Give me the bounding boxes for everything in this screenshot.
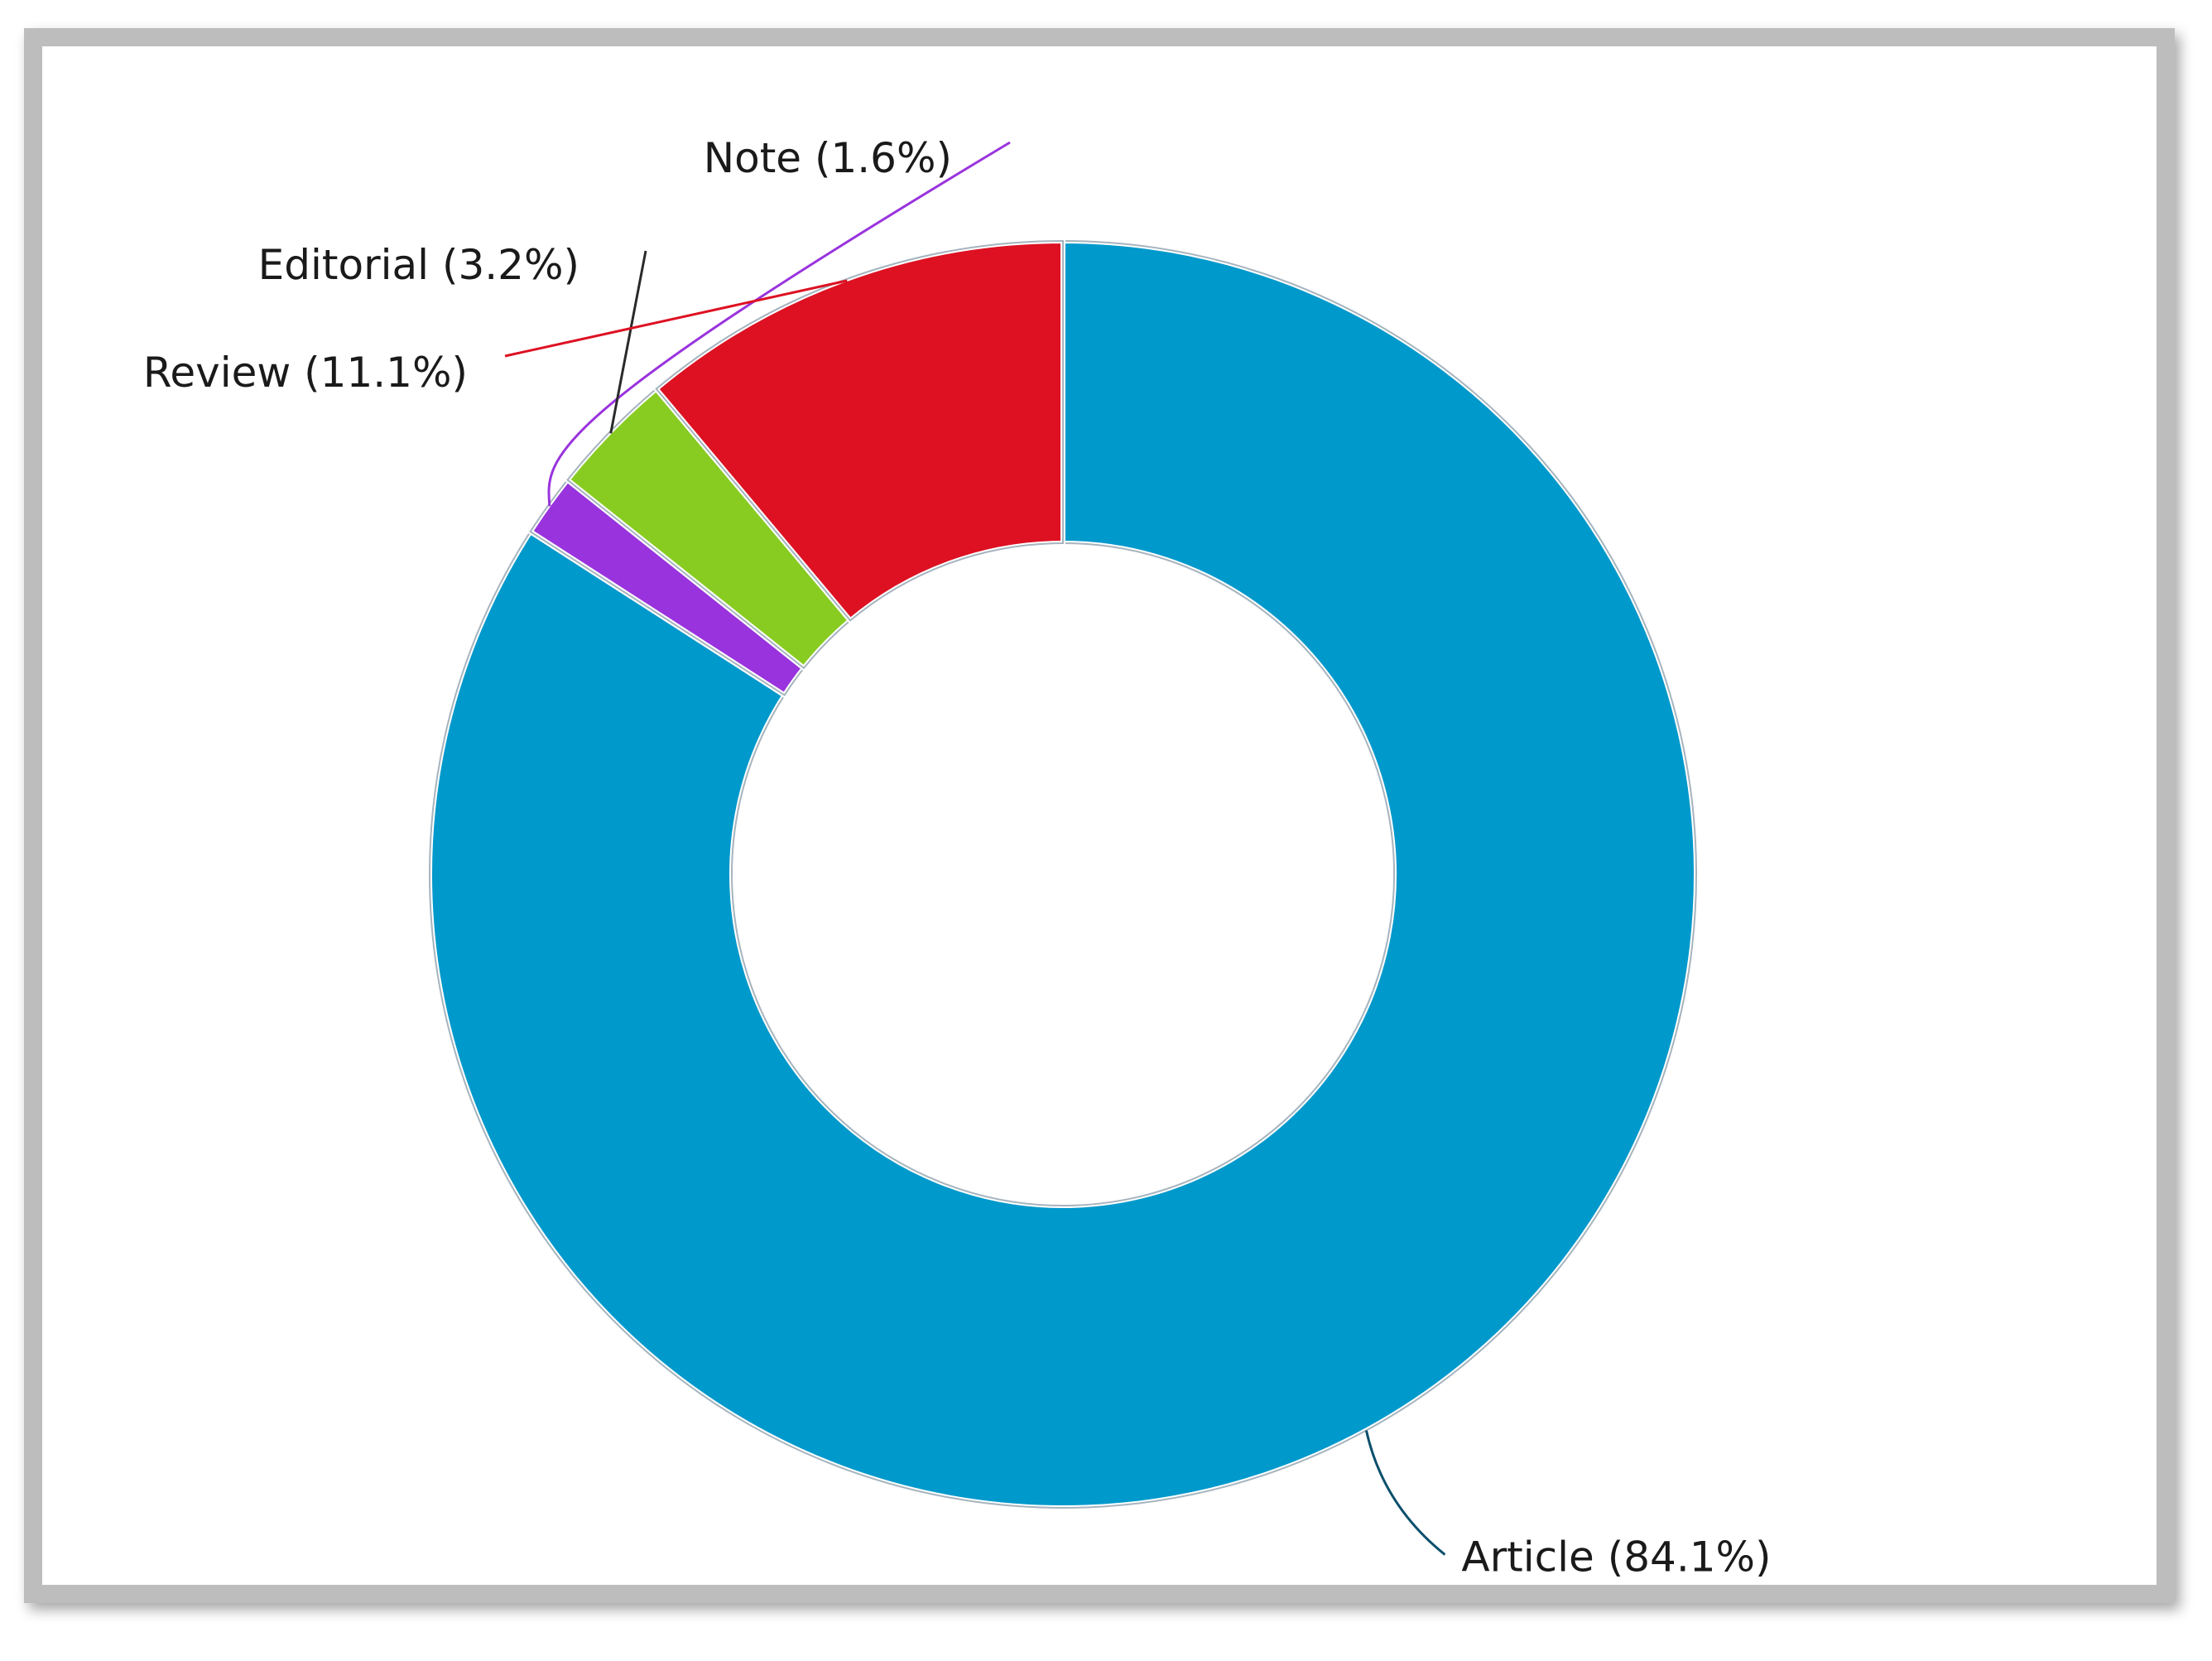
leader-line-review	[504, 279, 848, 358]
labels-layer: Article (84.1%) Note (1.6%) Editorial (3.2…	[143, 134, 1772, 1582]
slice-edge-article	[429, 239, 1697, 1509]
leader-lines-layer	[504, 141, 1446, 1556]
slice-label-article: Article (84.1%)	[1461, 1533, 1771, 1582]
slice-review	[652, 238, 1065, 624]
leader-line-editorial	[609, 250, 647, 434]
leader-line-article	[1364, 1430, 1446, 1556]
slice-edge-review	[655, 239, 1064, 622]
slices-layer	[427, 238, 1699, 1510]
slice-label-editorial: Editorial (3.2%)	[258, 241, 579, 289]
slice-label-review: Review (11.1%)	[143, 349, 468, 397]
slice-article	[427, 238, 1699, 1510]
slice-label-note: Note (1.6%)	[704, 134, 952, 182]
leader-line-note	[547, 141, 1011, 507]
